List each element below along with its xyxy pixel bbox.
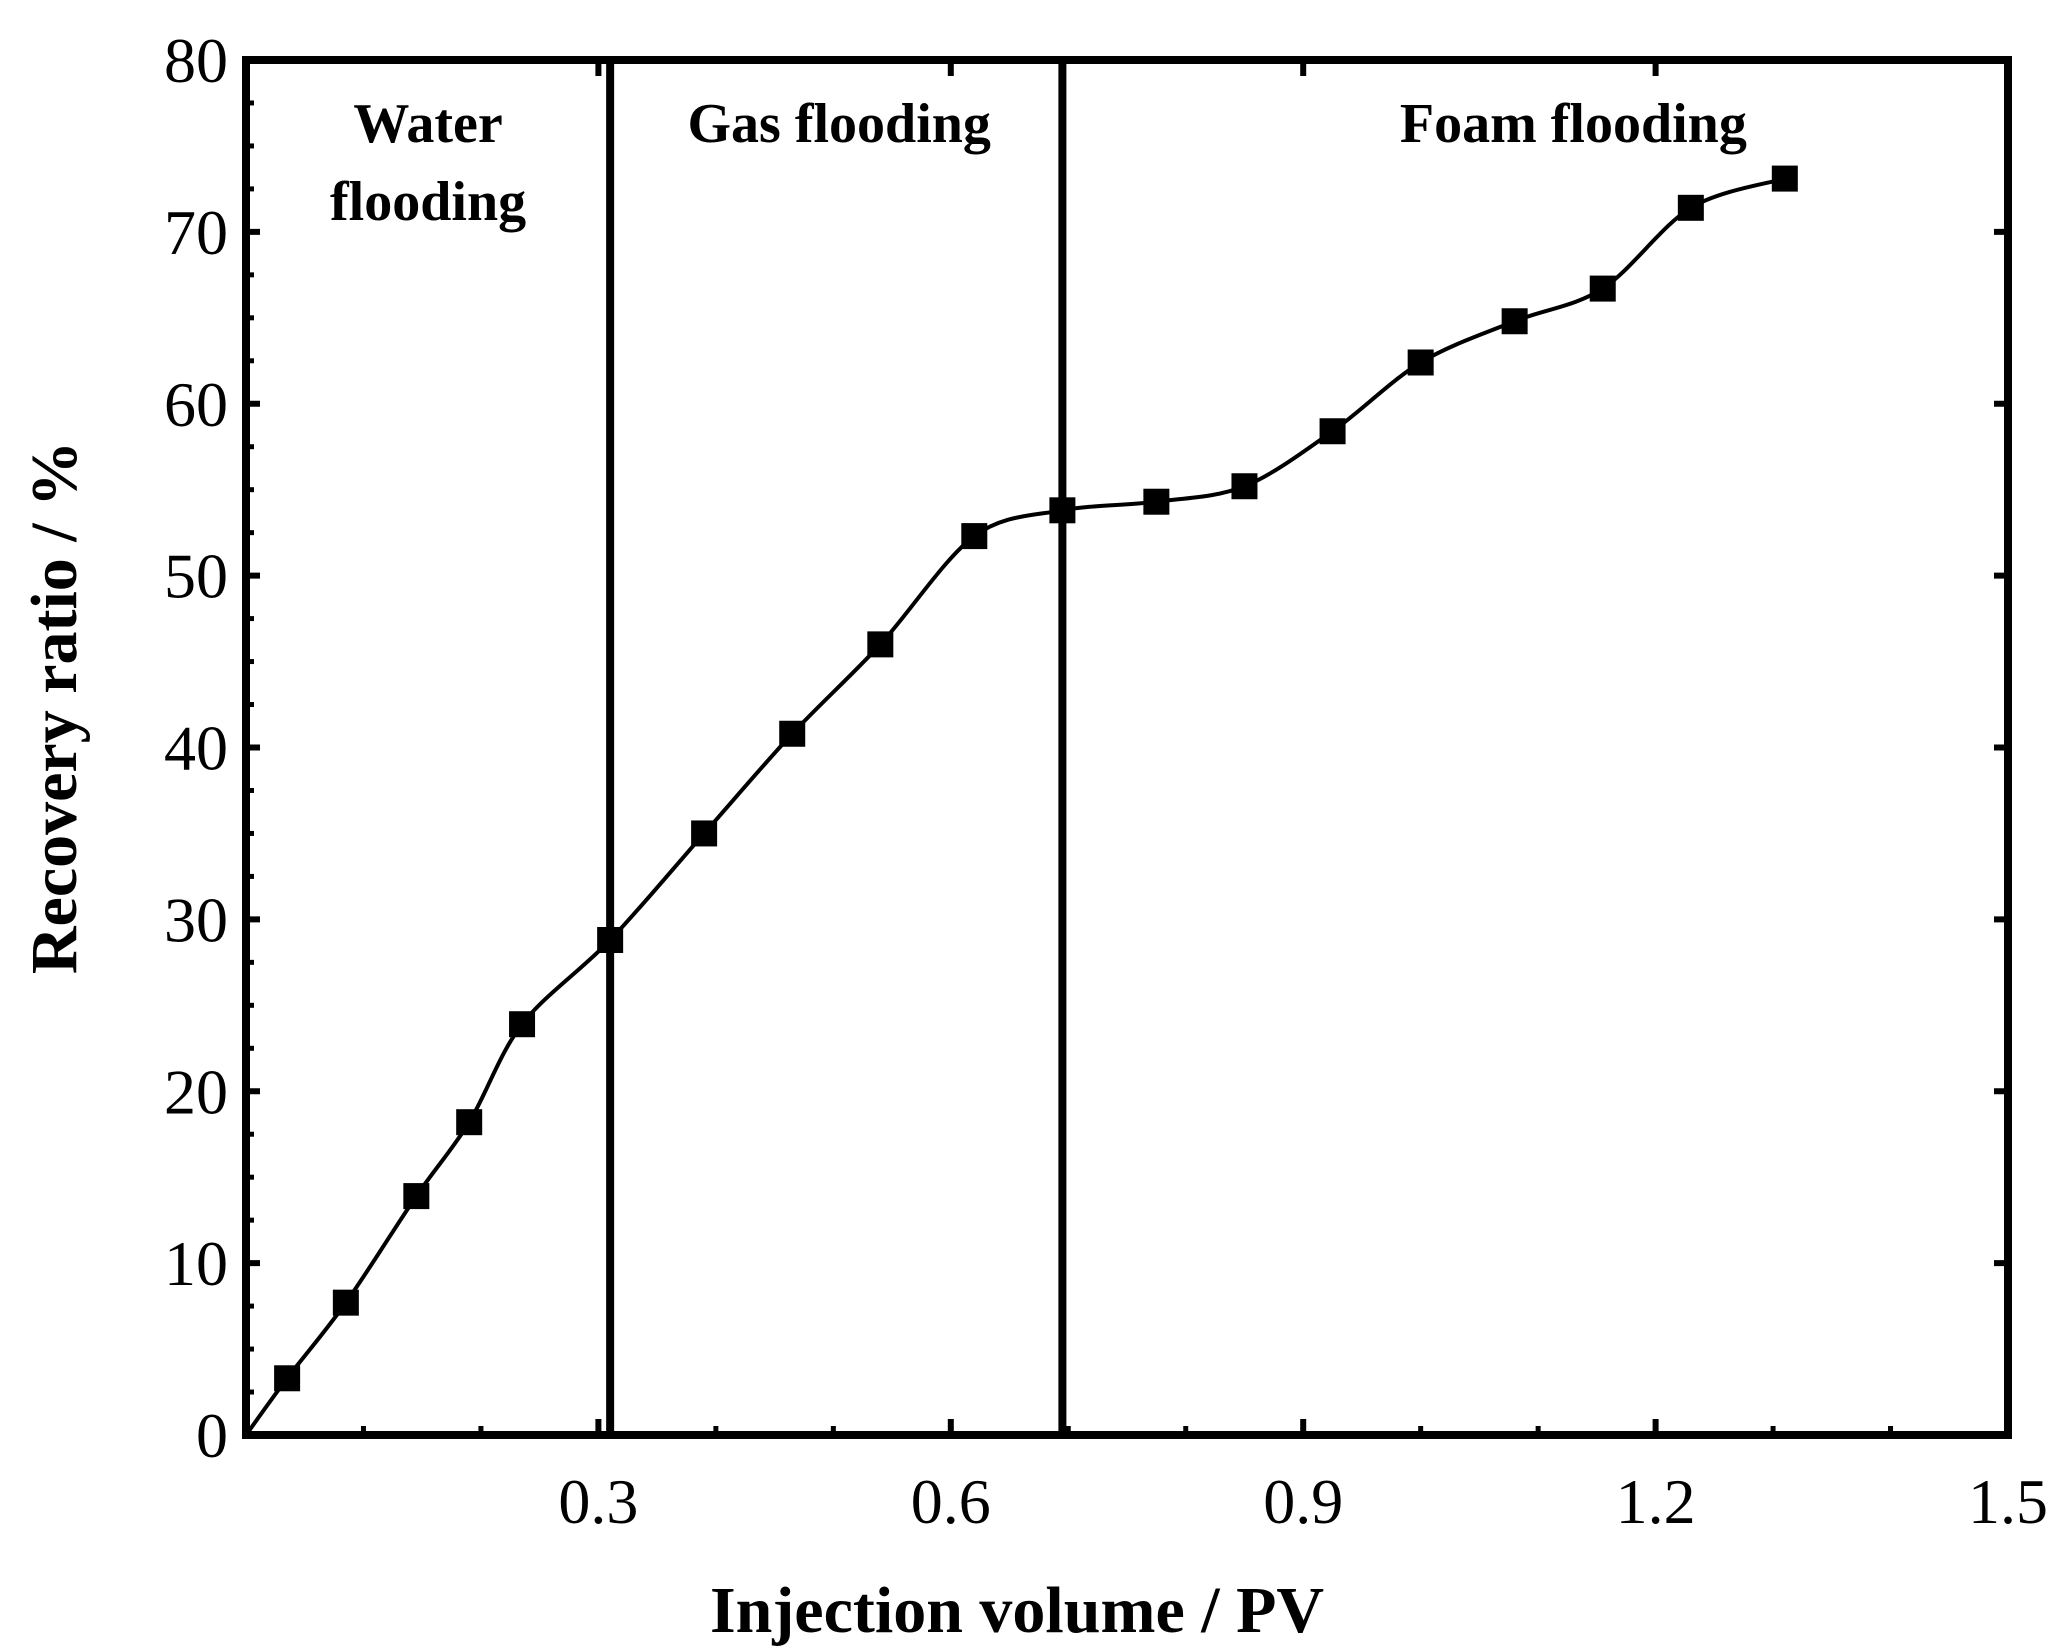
data-point bbox=[1677, 194, 1704, 221]
region-label: Gas flooding bbox=[688, 93, 991, 155]
data-point bbox=[1771, 165, 1798, 192]
data-point bbox=[403, 1183, 430, 1210]
data-point bbox=[1407, 349, 1434, 376]
x-tick-label: 0.6 bbox=[911, 1466, 991, 1537]
data-point bbox=[691, 820, 718, 847]
region-label: flooding bbox=[330, 171, 526, 233]
data-point bbox=[1231, 473, 1258, 500]
y-tick-label: 60 bbox=[164, 369, 228, 440]
y-tick-label: 0 bbox=[196, 1400, 228, 1471]
y-tick-label: 80 bbox=[164, 25, 228, 96]
series-line bbox=[244, 176, 1786, 1437]
data-point bbox=[509, 1011, 536, 1038]
y-tick-label: 20 bbox=[164, 1056, 228, 1127]
data-point bbox=[1589, 275, 1616, 302]
y-axis-title: Recovery ratio / % bbox=[18, 441, 91, 974]
x-axis-title: Injection volume / PV bbox=[710, 1574, 1324, 1646]
data-point bbox=[867, 631, 894, 658]
data-point bbox=[597, 927, 624, 953]
data-point bbox=[274, 1365, 301, 1392]
data-point bbox=[456, 1109, 483, 1136]
region-label: Water bbox=[353, 93, 502, 155]
region-label: Foam flooding bbox=[1400, 93, 1747, 155]
x-tick-label: 0.3 bbox=[558, 1466, 638, 1537]
data-point bbox=[1319, 418, 1346, 445]
data-point bbox=[779, 720, 806, 747]
x-tick-label: 0.9 bbox=[1263, 1466, 1343, 1537]
data-point bbox=[961, 523, 988, 550]
y-tick-label: 40 bbox=[164, 713, 228, 784]
x-tick-label: 1.5 bbox=[1968, 1466, 2048, 1537]
y-tick-label: 30 bbox=[164, 884, 228, 955]
data-point bbox=[332, 1289, 359, 1316]
y-tick-label: 70 bbox=[164, 197, 228, 268]
data-point bbox=[1143, 488, 1170, 515]
y-tick-label: 10 bbox=[164, 1228, 228, 1299]
data-point bbox=[1049, 497, 1076, 524]
y-tick-label: 50 bbox=[164, 541, 228, 612]
data-point bbox=[1501, 308, 1528, 335]
plot-frame bbox=[242, 56, 2012, 1439]
x-tick-label: 1.2 bbox=[1616, 1466, 1696, 1537]
